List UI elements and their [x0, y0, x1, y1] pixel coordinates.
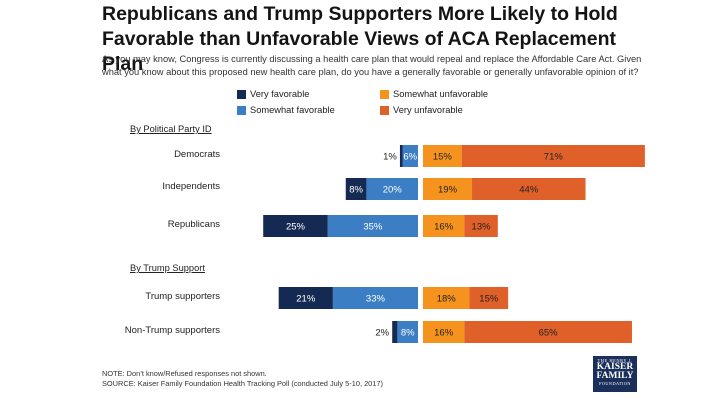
data-label-very-unfavorable: 71% — [544, 152, 564, 163]
data-label-very-unfavorable: 44% — [519, 185, 539, 196]
row-label-republicans: Republicans — [167, 219, 220, 230]
data-label-somewhat-unfavorable: 16% — [434, 222, 454, 233]
data-label-very-favorable: 8% — [349, 185, 363, 196]
bar-very-favorable — [399, 145, 403, 167]
data-label-somewhat-favorable: 6% — [403, 152, 417, 163]
bar-very-unfavorable — [469, 287, 509, 309]
data-label-very-favorable: 25% — [286, 222, 306, 233]
data-label-very-unfavorable: 13% — [472, 222, 492, 233]
data-label-somewhat-favorable: 33% — [366, 294, 386, 305]
data-label-somewhat-favorable: 35% — [363, 222, 383, 233]
data-label-somewhat-unfavorable: 18% — [437, 294, 457, 305]
row-label-independents: Independents — [162, 181, 220, 192]
legend-label: Somewhat favorable — [250, 105, 335, 115]
bar-somewhat-favorable — [397, 321, 418, 343]
group-label-party-id: By Political Party ID — [130, 124, 212, 134]
group-label-trump-support: By Trump Support — [130, 263, 205, 273]
chart-title: Republicans and Trump Supporters More Li… — [102, 3, 618, 75]
data-label-somewhat-unfavorable: 15% — [433, 152, 453, 163]
bar-somewhat-favorable — [366, 178, 418, 200]
footer-source: SOURCE: Kaiser Family Foundation Health … — [102, 379, 383, 388]
footer-notes: NOTE: Don’t know/Refused responses not s… — [102, 369, 383, 389]
bar-very-unfavorable — [461, 145, 645, 167]
survey-question: As you may know, Congress is currently d… — [102, 54, 642, 77]
data-label-somewhat-favorable: 20% — [383, 185, 403, 196]
bar-somewhat-favorable — [332, 287, 418, 309]
data-label-very-favorable: 1% — [383, 152, 397, 163]
bar-somewhat-unfavorable — [423, 287, 470, 309]
row-label-democrats: Democrats — [174, 149, 220, 160]
legend-label: Somewhat unfavorable — [393, 89, 489, 99]
data-label-very-unfavorable: 15% — [479, 294, 499, 305]
legend-label: Very unfavorable — [393, 105, 463, 115]
bar-very-unfavorable — [464, 215, 498, 237]
row-label-non-trump-supporters: Non-Trump supporters — [124, 325, 220, 336]
kaiser-family-foundation-logo: THE HENRY J. KAISER FAMILY FOUNDATION — [593, 356, 637, 392]
data-label-very-favorable: 2% — [375, 328, 389, 339]
bar-somewhat-unfavorable — [423, 215, 465, 237]
data-label-somewhat-favorable: 8% — [401, 328, 415, 339]
bar-somewhat-favorable — [402, 145, 418, 167]
bar-very-unfavorable — [472, 178, 586, 200]
legend-swatch — [237, 106, 246, 115]
bar-somewhat-unfavorable — [423, 178, 473, 200]
bar-very-favorable — [392, 321, 398, 343]
bar-somewhat-unfavorable — [423, 321, 465, 343]
bar-very-unfavorable — [464, 321, 632, 343]
legend-swatch — [380, 90, 389, 99]
data-label-very-unfavorable: 65% — [539, 328, 559, 339]
legend-swatch — [237, 90, 246, 99]
legend-swatch — [380, 106, 389, 115]
row-label-trump-supporters: Trump supporters — [145, 291, 220, 302]
data-label-somewhat-unfavorable: 19% — [438, 185, 458, 196]
bar-very-favorable — [345, 178, 367, 200]
legend-label: Very favorable — [250, 89, 310, 99]
bar-very-favorable — [263, 215, 328, 237]
bar-very-favorable — [278, 287, 333, 309]
bar-somewhat-unfavorable — [423, 145, 462, 167]
data-label-very-favorable: 21% — [296, 294, 316, 305]
data-label-somewhat-unfavorable: 16% — [434, 328, 454, 339]
footer-note: NOTE: Don’t know/Refused responses not s… — [102, 369, 267, 378]
bar-somewhat-favorable — [327, 215, 418, 237]
